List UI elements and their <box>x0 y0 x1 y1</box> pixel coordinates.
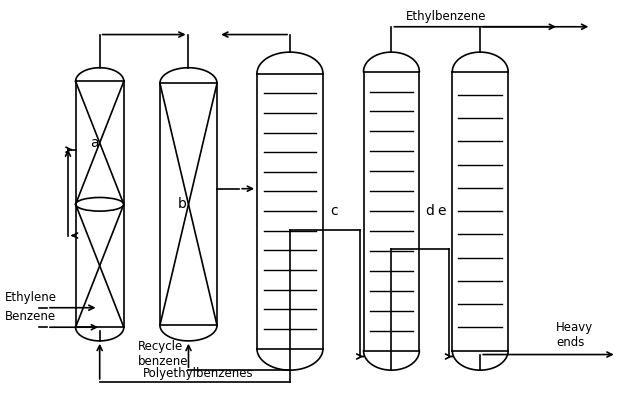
Text: Recycle
benzene: Recycle benzene <box>138 340 189 368</box>
Text: e: e <box>438 204 446 218</box>
Text: Benzene: Benzene <box>4 310 55 323</box>
Text: a: a <box>90 136 99 150</box>
Text: Polyethylbenzenes: Polyethylbenzenes <box>143 367 254 380</box>
Text: d: d <box>426 204 434 218</box>
Text: c: c <box>331 204 338 218</box>
Text: Ethylbenzene: Ethylbenzene <box>406 10 487 23</box>
Text: Ethylene: Ethylene <box>4 291 57 304</box>
Text: Heavy
ends: Heavy ends <box>556 321 594 349</box>
Text: b: b <box>178 197 187 211</box>
